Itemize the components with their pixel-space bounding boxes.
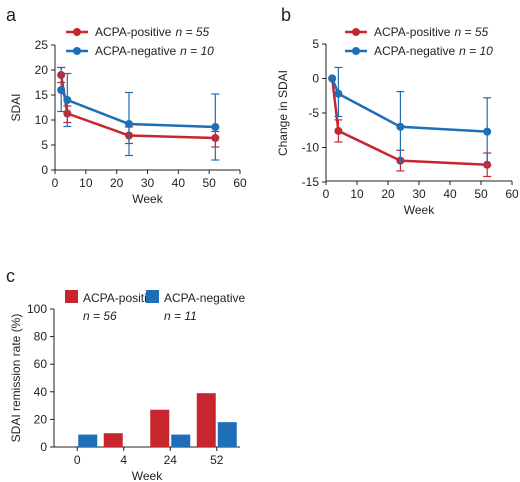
legend-negative-text: ACPA-negative n = 10 <box>374 44 493 58</box>
panel-a-line-chart: a 0 5 10 15 20 25 0 10 20 30 40 50 60 Week SDAI ACPA-pos… <box>6 5 247 206</box>
legend-positive-series-name: ACPA-positive <box>374 25 451 39</box>
y-axis-label: Change in SDAI <box>276 70 290 156</box>
panel-label: a <box>6 5 17 25</box>
y-tick-label: 0 <box>41 163 48 177</box>
y-tick-label: 10 <box>35 113 49 127</box>
data-point <box>328 74 337 83</box>
y-tick-label: 0 <box>312 72 319 86</box>
legend-positive-text: ACPA-positive n = 55 <box>374 25 489 39</box>
legend-positive-series-name: ACPA-positive <box>95 25 172 39</box>
legend-swatch-negative <box>146 290 159 303</box>
y-tick-label: 20 <box>34 412 48 426</box>
legend-negative-series-name: ACPA-negative <box>95 44 176 58</box>
series-line <box>330 78 488 166</box>
y-tick-label: 100 <box>27 302 47 316</box>
x-axis-label: Week <box>404 203 435 217</box>
legend-negative-n: n = 10 <box>180 44 214 58</box>
y-axis-label: SDAI remission rate (%) <box>9 314 23 443</box>
y-tick-label: 15 <box>35 88 49 102</box>
x-tick-label: 0 <box>323 187 330 201</box>
bar-negative <box>217 422 237 447</box>
x-tick-label: 0 <box>74 453 81 467</box>
panel-label: c <box>6 266 15 286</box>
x-axis-label: Week <box>132 192 163 206</box>
legend-negative-n: n = 10 <box>459 44 493 58</box>
legend-positive-text: ACPA-positive n = 55 <box>95 25 210 39</box>
x-tick-label: 40 <box>443 187 457 201</box>
bar-positive <box>196 393 216 447</box>
legend-positive-marker <box>352 28 360 36</box>
x-tick-label: 52 <box>210 453 224 467</box>
y-tick-label: 25 <box>35 38 49 52</box>
data-point <box>483 127 492 136</box>
y-tick-label: 5 <box>312 37 319 51</box>
series-line <box>60 89 216 129</box>
legend-negative-series-name: ACPA-negative <box>374 44 455 58</box>
y-tick-label: -10 <box>302 141 320 155</box>
x-tick-label: 30 <box>412 187 426 201</box>
y-tick-label: 80 <box>34 330 48 344</box>
panel-label: b <box>281 5 291 25</box>
y-tick-label: 40 <box>34 385 48 399</box>
bar-negative <box>78 434 98 447</box>
x-tick-label: 60 <box>233 176 247 190</box>
x-tick-label: 50 <box>474 187 488 201</box>
bar-positive <box>103 433 123 447</box>
y-tick-label: 5 <box>41 138 48 152</box>
data-point <box>334 126 343 135</box>
x-tick-label: 10 <box>350 187 364 201</box>
bar-positive <box>150 409 170 447</box>
legend-positive-n: n = 55 <box>175 25 209 39</box>
series-negative <box>328 66 492 167</box>
x-tick-label: 60 <box>505 187 519 201</box>
panel-c-bar-chart: c 0 20 40 60 80 100 SDAI remission rate (%) 0 4 24… <box>6 266 245 482</box>
x-tick-label: 10 <box>79 176 93 190</box>
data-point <box>57 86 66 94</box>
x-axis-label: Week <box>132 469 163 482</box>
series-line <box>331 78 488 133</box>
legend-label-negative: ACPA-negative <box>164 291 245 305</box>
legend-positive-n: n = 55 <box>454 25 488 39</box>
legend-swatch-positive <box>65 290 78 303</box>
legend-n-negative: n = 11 <box>164 309 197 323</box>
bar-negative <box>171 434 191 447</box>
x-tick-label: 20 <box>110 176 124 190</box>
data-point <box>125 120 133 128</box>
x-tick-label: 4 <box>120 453 127 467</box>
data-point <box>211 123 220 131</box>
series-positive <box>328 74 492 178</box>
x-tick-label: 24 <box>164 453 178 467</box>
y-tick-label: 60 <box>34 357 48 371</box>
y-tick-label: 20 <box>35 63 49 77</box>
legend-negative-marker <box>73 47 81 55</box>
data-point <box>396 122 405 131</box>
x-tick-label: 40 <box>172 176 186 190</box>
series-positive <box>57 66 220 148</box>
x-tick-label: 20 <box>381 187 395 201</box>
legend-label-positive: ACPA-positive <box>83 291 160 305</box>
legend-negative-marker <box>352 47 360 55</box>
series-negative <box>57 66 220 161</box>
x-tick-label: 0 <box>52 176 59 190</box>
data-point <box>63 96 72 104</box>
legend-n-positive: n = 56 <box>83 309 117 323</box>
data-point <box>334 89 343 98</box>
legend-positive-marker <box>73 28 81 36</box>
legend-negative-text: ACPA-negative n = 10 <box>95 44 214 58</box>
x-tick-label: 30 <box>141 176 155 190</box>
y-axis-label: SDAI <box>9 93 23 121</box>
x-tick-label: 50 <box>202 176 216 190</box>
y-tick-label: 0 <box>40 440 47 454</box>
y-tick-label: -15 <box>302 175 320 189</box>
y-tick-label: -5 <box>308 106 319 120</box>
